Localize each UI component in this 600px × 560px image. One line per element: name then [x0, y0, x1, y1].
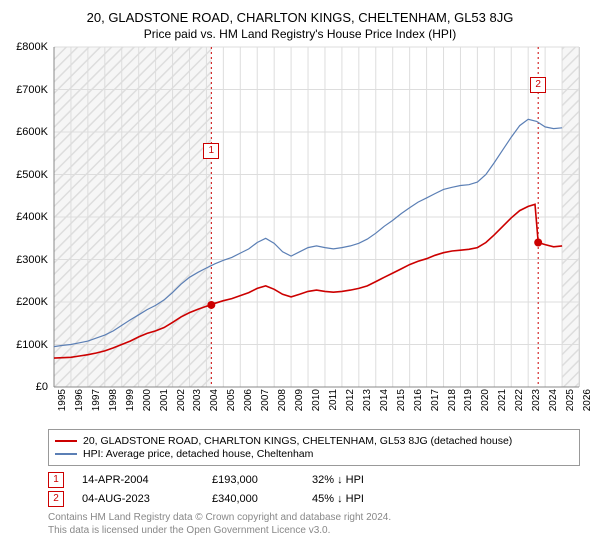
y-tick-label: £600K	[16, 126, 48, 138]
chart-container: 20, GLADSTONE ROAD, CHARLTON KINGS, CHEL…	[0, 0, 600, 543]
x-tick-label: 1997	[91, 389, 102, 411]
x-tick-label: 2008	[277, 389, 288, 411]
marker-table-row: 1 14-APR-2004£193,00032% ↓ HPI	[48, 472, 580, 488]
x-tick-label: 1996	[74, 389, 85, 411]
x-tick-label: 2011	[328, 389, 339, 411]
marker-table-row: 2 04-AUG-2023£340,00045% ↓ HPI	[48, 491, 580, 507]
legend-swatch	[55, 440, 77, 442]
x-tick-label: 2017	[430, 389, 441, 411]
y-tick-label: £300K	[16, 254, 48, 266]
x-tick-label: 2016	[413, 389, 424, 411]
x-tick-label: 2020	[480, 389, 491, 411]
marker-number-box: 1	[48, 472, 64, 488]
footer-line-2: This data is licensed under the Open Gov…	[48, 524, 580, 537]
legend-row: 20, GLADSTONE ROAD, CHARLTON KINGS, CHEL…	[55, 435, 573, 447]
x-tick-label: 1998	[108, 389, 119, 411]
x-tick-label: 2019	[463, 389, 474, 411]
x-tick-label: 2009	[294, 389, 305, 411]
marker-date: 14-APR-2004	[82, 474, 212, 486]
x-tick-label: 1999	[125, 389, 136, 411]
footer-attribution: Contains HM Land Registry data © Crown c…	[48, 511, 580, 537]
x-tick-label: 2012	[345, 389, 356, 411]
x-tick-label: 2014	[379, 389, 390, 411]
x-tick-label: 2007	[260, 389, 271, 411]
x-tick-label: 2021	[497, 389, 508, 411]
x-tick-label: 2025	[565, 389, 576, 411]
chart-svg	[54, 47, 579, 387]
y-axis: £0£100K£200K£300K£400K£500K£600K£700K£80…	[10, 47, 50, 387]
x-tick-label: 2015	[396, 389, 407, 411]
x-tick-label: 2022	[514, 389, 525, 411]
marker-table: 1 14-APR-2004£193,00032% ↓ HPI 2 04-AUG-202…	[48, 472, 580, 507]
x-tick-label: 2006	[243, 389, 254, 411]
y-tick-label: £800K	[16, 41, 48, 53]
x-tick-label: 2002	[176, 389, 187, 411]
y-tick-label: £0	[36, 381, 48, 393]
chart-subtitle: Price paid vs. HM Land Registry's House …	[10, 27, 590, 41]
marker-pct: 32% ↓ HPI	[312, 474, 432, 486]
x-tick-label: 2010	[311, 389, 322, 411]
x-tick-label: 2013	[362, 389, 373, 411]
plot-area: £0£100K£200K£300K£400K£500K£600K£700K£80…	[54, 47, 580, 387]
x-tick-label: 2001	[159, 389, 170, 411]
x-tick-label: 2005	[226, 389, 237, 411]
marker-date: 04-AUG-2023	[82, 493, 212, 505]
legend-swatch	[55, 453, 77, 455]
x-tick-label: 2003	[192, 389, 203, 411]
x-tick-label: 2000	[142, 389, 153, 411]
y-tick-label: £400K	[16, 211, 48, 223]
chart-marker-1: 1	[203, 143, 219, 159]
chart-title: 20, GLADSTONE ROAD, CHARLTON KINGS, CHEL…	[10, 10, 590, 25]
y-tick-label: £500K	[16, 169, 48, 181]
chart-marker-2: 2	[530, 77, 546, 93]
marker-pct: 45% ↓ HPI	[312, 493, 432, 505]
footer-line-1: Contains HM Land Registry data © Crown c…	[48, 511, 580, 524]
x-tick-label: 2024	[548, 389, 559, 411]
legend: 20, GLADSTONE ROAD, CHARLTON KINGS, CHEL…	[48, 429, 580, 466]
x-tick-label: 2026	[582, 389, 593, 411]
x-axis: 1995 1996 1997 1998 1999 2000 2001 2002 2003 2004…	[54, 387, 580, 423]
x-tick-label: 2023	[531, 389, 542, 411]
y-tick-label: £200K	[16, 296, 48, 308]
marker-price: £193,000	[212, 474, 312, 486]
legend-row: HPI: Average price, detached house, Chel…	[55, 448, 573, 460]
legend-label: 20, GLADSTONE ROAD, CHARLTON KINGS, CHEL…	[83, 435, 512, 447]
x-tick-label: 2004	[209, 389, 220, 411]
legend-label: HPI: Average price, detached house, Chel…	[83, 448, 313, 460]
marker-price: £340,000	[212, 493, 312, 505]
y-tick-label: £100K	[16, 339, 48, 351]
marker-number-box: 2	[48, 491, 64, 507]
x-tick-label: 2018	[447, 389, 458, 411]
y-tick-label: £700K	[16, 84, 48, 96]
x-tick-label: 1995	[57, 389, 68, 411]
